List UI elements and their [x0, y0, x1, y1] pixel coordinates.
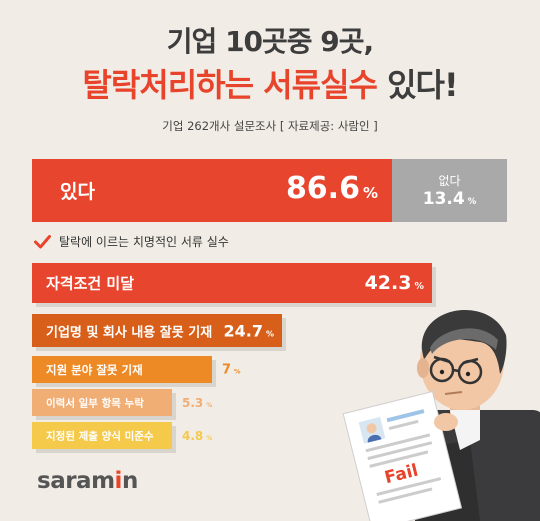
yes-pct: % — [362, 184, 378, 202]
section-header: 탈락에 이르는 치명적인 서류 실수 — [34, 233, 229, 250]
yes-value-number: 86.6 — [285, 171, 360, 206]
mistake-bar-value: 4.8% — [182, 428, 213, 443]
no-label: 없다 — [438, 174, 461, 188]
mistake-bar: 이력서 일부 항목 누락 5.3% — [32, 389, 212, 416]
mistake-bar-pct: % — [234, 367, 241, 375]
title-line-1: 기업 10곳중 9곳, — [166, 25, 374, 58]
mistake-bar-label: 기업명 및 회사 내용 잘못 기재 — [46, 325, 213, 340]
mistake-bar-value: 7% — [222, 362, 241, 377]
mistake-bar-pct: % — [414, 281, 424, 292]
yes-label: 있다 — [60, 181, 95, 203]
mistake-bar-value: 42.3% — [364, 272, 424, 294]
mistake-bar: 지정된 제출 양식 미준수 4.8% — [32, 422, 212, 449]
logo-text-a: saram — [37, 468, 115, 494]
yes-bar: 있다 86.6% — [32, 159, 392, 222]
title-line-2: 탈락처리하는 서류실수 있다! — [0, 60, 540, 106]
mistake-bar: 지원 분야 잘못 기재 7% — [32, 356, 241, 383]
saramin-logo: saramin — [37, 468, 138, 494]
mistake-bar-pct: % — [206, 434, 213, 442]
mistake-bar-value: 24.7% — [223, 321, 275, 340]
logo-text-c: n — [121, 468, 138, 494]
logo-text-b: i — [114, 468, 123, 494]
mistake-bar: 기업명 및 회사 내용 잘못 기재 24.7% — [32, 314, 282, 347]
mistake-bar-label: 자격조건 미달 — [46, 274, 135, 293]
mistake-bar-pct: % — [265, 329, 274, 338]
businessman-illustration: Fail — [342, 309, 540, 521]
title-rest: 있다! — [376, 66, 458, 104]
mistake-bar-pct: % — [206, 401, 213, 409]
no-value: 13.4% — [392, 189, 507, 209]
check-icon — [34, 234, 51, 248]
mistake-bar-value: 5.3% — [182, 395, 213, 410]
mistake-bar-label: 지원 분야 잘못 기재 — [46, 362, 143, 377]
section-label: 탈락에 이르는 치명적인 서류 실수 — [59, 235, 229, 249]
mistake-bar: 자격조건 미달 42.3% — [32, 263, 432, 303]
no-pct: % — [467, 197, 477, 207]
subtitle: 기업 262개사 설문조사 [ 자료제공: 사람인 ] — [162, 119, 378, 133]
title-highlight: 탈락처리하는 서류실수 — [82, 66, 378, 104]
no-bar: 없다 13.4% — [392, 159, 507, 222]
yes-value: 86.6% — [286, 171, 378, 206]
no-value-number: 13.4 — [422, 189, 465, 209]
mistake-bar-label: 이력서 일부 항목 누락 — [46, 397, 144, 409]
mistake-bar-label: 지정된 제출 양식 미준수 — [46, 430, 154, 442]
